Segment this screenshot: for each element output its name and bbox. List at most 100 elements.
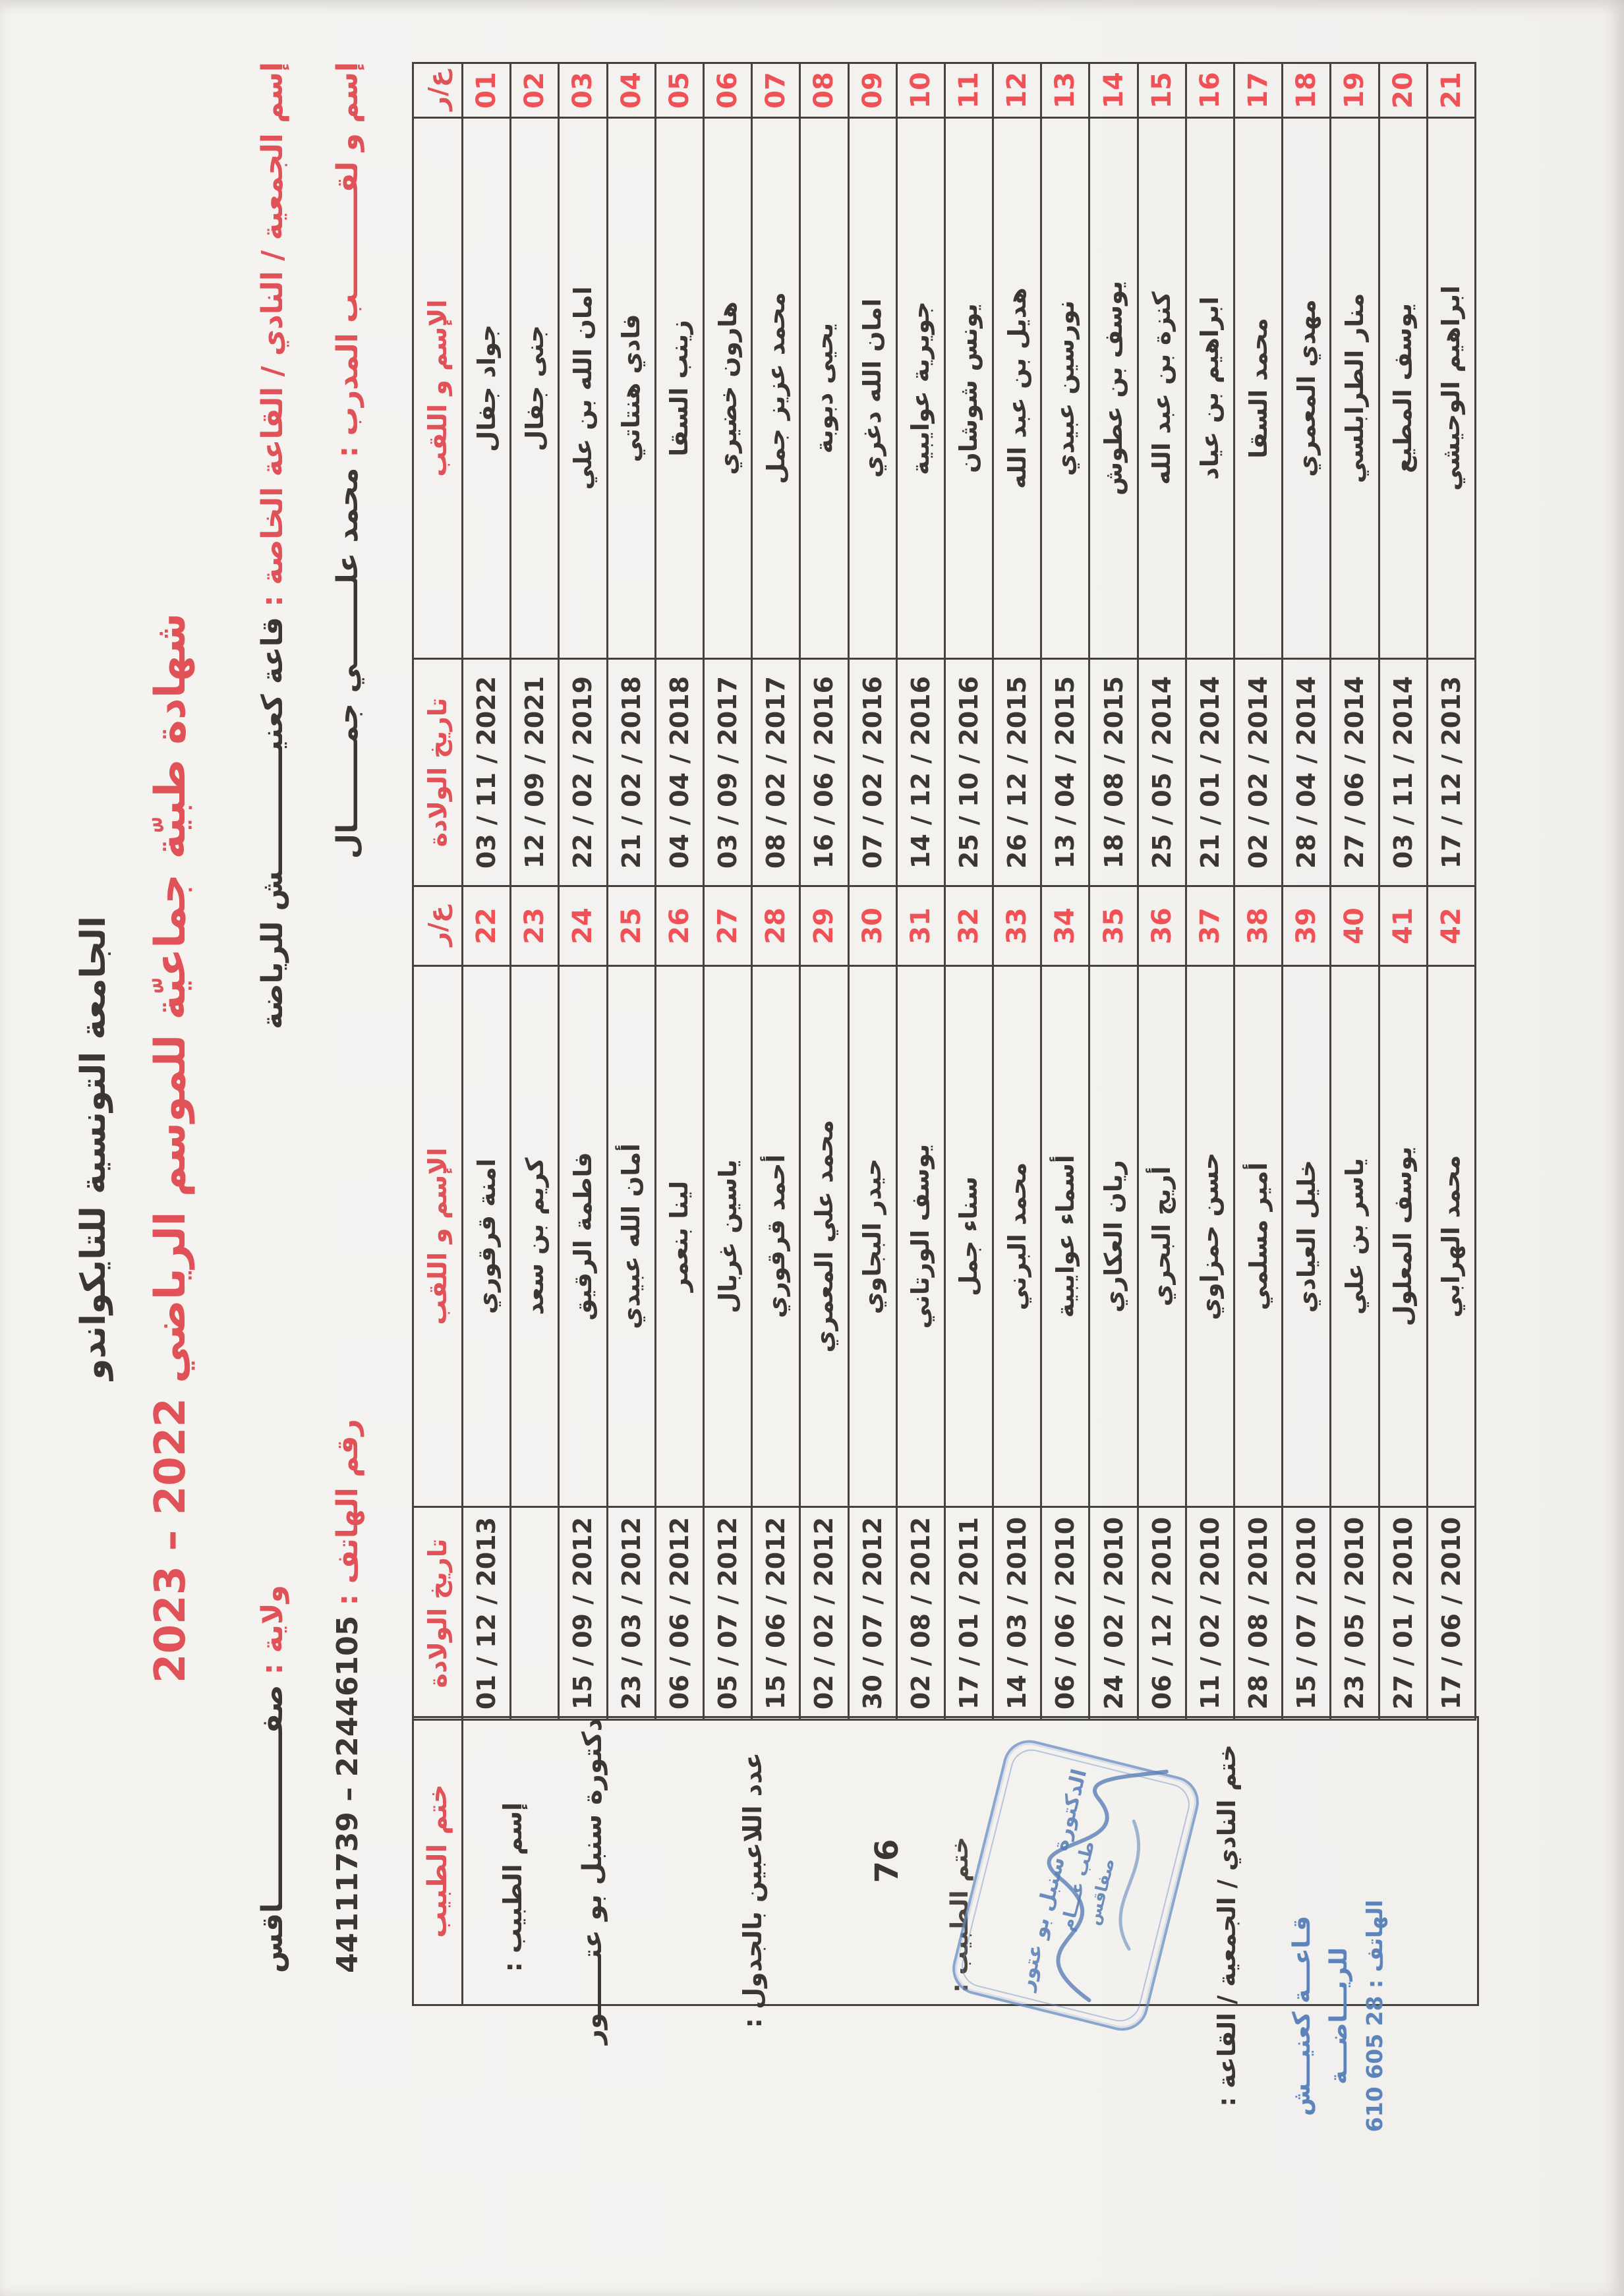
cell-dob: 25 / 10 / 2016: [944, 658, 993, 886]
cell-num: 38: [1234, 886, 1283, 966]
cell-num: 42: [1427, 886, 1476, 966]
cell-num: 12: [993, 63, 1041, 118]
cell-num: 18: [1282, 63, 1331, 118]
cell-name: يحيى دبوبة: [799, 117, 848, 659]
cell-name: ابراهيم الوحيشي: [1427, 117, 1476, 659]
player-row: 06 هارون خضيري 03 / 09 / 2017 27 ياسين غربال…: [703, 63, 752, 1720]
cell-name: ريان العكاري: [1089, 965, 1138, 1507]
association-value: قاعة كعنيــــــــــــش للرياضة: [256, 617, 289, 1029]
cell-num: 07: [751, 63, 800, 118]
cell-num: 15: [1138, 63, 1186, 118]
field-phone: رقم الهاتف : 44111739 – 22446105: [331, 1419, 364, 1973]
cell-num: 39: [1282, 886, 1331, 966]
cell-num: 08: [799, 63, 848, 118]
governorate-label: ولاية :: [256, 1585, 289, 1675]
cell-dob: 05 / 07 / 2012: [703, 1507, 752, 1720]
cell-dob: 14 / 03 / 2010: [993, 1507, 1041, 1720]
cell-num: 25: [607, 886, 656, 966]
field-governorate: ولاية : صفـــــــــــــــــاقس: [256, 1585, 289, 1973]
player-row: 08 يحيى دبوبة 16 / 06 / 2016 29 محمد علي الم…: [799, 63, 848, 1720]
player-row: 16 ابراهيم بن عياد 21 / 01 / 2014 37 حسن حمز…: [1186, 63, 1234, 1720]
coach-label: إسم و لقــــــــــب المدرب :: [331, 62, 364, 458]
cell-dob: 03 / 09 / 2017: [703, 658, 752, 886]
cell-dob: 02 / 02 / 2012: [799, 1507, 848, 1720]
cell-name: يوسف بن عطوش: [1089, 117, 1138, 659]
header-num-2: ع/ر: [413, 886, 463, 966]
cell-num: 30: [848, 886, 897, 966]
hall-stamp-line-1: قـاعـــة كعنيـــش: [1289, 1916, 1316, 2116]
cell-dob: 23 / 03 / 2012: [607, 1507, 656, 1720]
cell-num: 16: [1186, 63, 1234, 118]
doctor-name-value: دكتورة سنبل بو عتــــــور: [577, 1718, 608, 2045]
player-row: 20 يوسف المطيع 03 / 11 / 2014 41 يوسف المعلو…: [1379, 63, 1428, 1720]
cell-name: هديل بن عبد الله: [993, 117, 1041, 659]
doctor-name-label: إسم الطبيب :: [498, 1802, 527, 1972]
cell-dob: 21 / 02 / 2018: [607, 658, 656, 886]
cell-dob: 06 / 12 / 2010: [1138, 1507, 1186, 1720]
cell-dob: 06 / 06 / 2010: [1041, 1507, 1089, 1720]
doctor-stamp-header: ختم الطبيب: [414, 1718, 463, 2004]
cell-name: أمير مسلمي: [1234, 965, 1283, 1507]
cell-dob: 04 / 04 / 2018: [655, 658, 704, 886]
hall-stamp-phone: الهاتف : 28 605 610: [1361, 1899, 1387, 2133]
cell-name: ياسر بن علي: [1330, 965, 1379, 1507]
cell-num: 31: [896, 886, 945, 966]
cell-name: ابراهيم بن عياد: [1186, 117, 1234, 659]
cell-name: أسماء عوايبية: [1041, 965, 1089, 1507]
doctor-ink-stamp: الدكتورة سنبل بو عتور طب عـــام صفاقس: [946, 1735, 1205, 2036]
cell-name: يوسف الورتاني: [896, 965, 945, 1507]
stamps-sidebar: ختم الطبيب إسم الطبيب : دكتورة سنبل بو ع…: [412, 1716, 1479, 2132]
cell-name: مهدي المعمري: [1282, 117, 1331, 659]
player-row: 03 امان الله بن علي 22 / 02 / 2019 24 فاطمة …: [558, 63, 608, 1720]
cell-name: ياسين غربال: [703, 965, 752, 1507]
cell-dob: 11 / 02 / 2010: [1186, 1507, 1234, 1720]
cell-num: 13: [1041, 63, 1089, 118]
player-row: 12 هديل بن عبد الله 26 / 12 / 2015 33 محمد ا…: [993, 63, 1041, 1720]
cell-name: محمد البرني: [993, 965, 1041, 1507]
header-num-1: ع/ر: [413, 63, 463, 118]
cell-dob: 03 / 11 / 2022: [462, 658, 511, 886]
federation-title: الجامعة التونسية للتايكواندو: [74, 916, 113, 1380]
cell-name: لينا بنعمر: [655, 965, 704, 1507]
cell-name: امنة قرقوري: [462, 965, 511, 1507]
cell-name: جواد جفال: [462, 117, 511, 659]
cell-num: 41: [1379, 886, 1428, 966]
cell-name: أحمد قرقوري: [751, 965, 800, 1507]
player-row: 18 مهدي المعمري 28 / 04 / 2014 39 خليل العيا…: [1282, 63, 1331, 1720]
cell-name: محمد الهرابي: [1427, 965, 1476, 1507]
field-row-association: إسم الجمعية / النادي / القاعة الخاصة : ق…: [256, 62, 289, 2256]
cell-num: 22: [462, 886, 511, 966]
header-dob-1: تاريخ الولادة: [413, 658, 463, 886]
cell-num: 28: [751, 886, 800, 966]
cell-name: امان الله بن علي: [558, 117, 608, 659]
cell-dob: 17 / 12 / 2013: [1427, 658, 1476, 886]
cell-dob: 27 / 06 / 2014: [1330, 658, 1379, 886]
cell-dob: 06 / 06 / 2012: [655, 1507, 704, 1720]
cell-name: فاطمة الرقيق: [558, 965, 608, 1507]
player-row: 15 كنزة بن عبد الله 25 / 05 / 2014 36 أريج ا…: [1138, 63, 1186, 1720]
cell-num: 24: [558, 886, 608, 966]
player-row: 02 جنى جفال 12 / 09 / 2021 23 كريم بن سعد: [510, 63, 559, 1720]
player-row: 19 منار الطرابلسي 27 / 06 / 2014 40 ياسر بن …: [1330, 63, 1379, 1720]
header-name-2: الإسم و اللقب: [413, 965, 463, 1507]
cell-name: كنزة بن عبد الله: [1138, 117, 1186, 659]
player-row: 13 نورسين عبيدي 13 / 04 / 2015 34 أسماء عواي…: [1041, 63, 1089, 1720]
cell-num: 02: [510, 63, 559, 118]
cell-dob: 24 / 02 / 2010: [1089, 1507, 1138, 1720]
cell-name: زينب السقا: [655, 117, 704, 659]
header-name-1: الإسم و اللقب: [413, 117, 463, 659]
phone-value: 44111739 – 22446105: [331, 1615, 364, 1973]
club-stamp-label: ختم النادي / الجمعية / القاعة :: [1213, 1744, 1241, 2107]
cell-num: 26: [655, 886, 704, 966]
phone-label: رقم الهاتف :: [331, 1419, 364, 1606]
association-label: إسم الجمعية / النادي / القاعة الخاصة :: [256, 62, 289, 607]
cell-name: جنى جفال: [510, 117, 559, 659]
cell-dob: 15 / 07 / 2010: [1282, 1507, 1331, 1720]
cell-name: خليل العيادي: [1282, 965, 1331, 1507]
cell-dob: 01 / 12 / 2013: [462, 1507, 511, 1720]
player-row: 04 فادي هنتاتي 21 / 02 / 2018 25 أمان الله ع…: [607, 63, 656, 1720]
cell-num: 10: [896, 63, 945, 118]
cell-num: 40: [1330, 886, 1379, 966]
cell-dob: 14 / 12 / 2016: [896, 658, 945, 886]
